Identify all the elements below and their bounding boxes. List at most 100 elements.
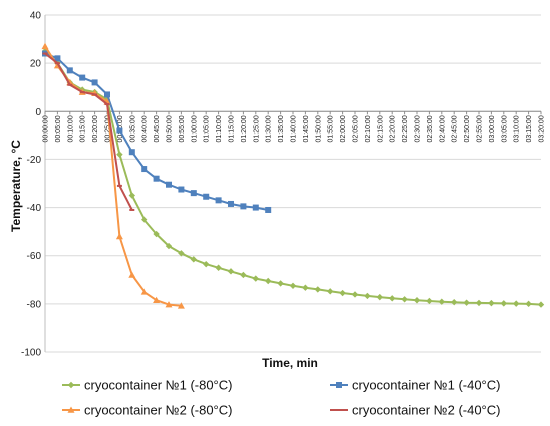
data-point (426, 297, 433, 305)
data-point (389, 295, 396, 302)
data-point (500, 300, 507, 307)
data-point (165, 242, 173, 250)
data-point (190, 256, 197, 263)
x-tick-label: 00:40:00 (142, 115, 149, 142)
data-point (153, 175, 160, 182)
data-point (252, 204, 259, 211)
x-tick-label: 01:45:00 (303, 115, 310, 142)
y-tick-label: -60 (27, 251, 42, 262)
y-axis-title: Temperature, °C (9, 140, 23, 232)
legend-swatch-marker (336, 382, 342, 388)
data-point (227, 268, 235, 275)
data-point (41, 42, 49, 50)
series-4 (42, 52, 135, 211)
x-tick-label: 00:10:00 (67, 115, 74, 142)
data-point (104, 91, 110, 98)
data-point (178, 186, 185, 193)
x-tick-label: 02:40:00 (439, 115, 446, 142)
x-tick-label: 02:05:00 (353, 115, 360, 142)
x-tick-label: 03:15:00 (526, 115, 533, 142)
data-point (513, 300, 520, 307)
data-point (128, 271, 136, 278)
data-point (190, 190, 197, 197)
legend-label: cryocontainer №2 (-80°C) (84, 403, 232, 418)
x-tick-label: 02:20:00 (390, 115, 397, 142)
data-point (203, 193, 210, 200)
data-point (376, 293, 383, 301)
data-point (203, 260, 210, 268)
x-tick-label: 01:30:00 (266, 115, 273, 142)
data-point (537, 301, 545, 308)
x-tick-label: 01:25:00 (253, 115, 260, 142)
series-2 (42, 50, 272, 213)
data-point (153, 296, 161, 304)
data-point (141, 166, 148, 173)
x-tick-label: 02:45:00 (452, 115, 459, 142)
data-point (314, 286, 321, 293)
data-point (240, 271, 247, 279)
data-point (265, 206, 272, 213)
data-point (463, 299, 470, 306)
y-axis-ticks: 40 20 0 -20 -40 -60 -80 -100 (21, 11, 41, 359)
legend-item: cryocontainer №2 (-80°C) (62, 403, 232, 418)
data-point (475, 299, 483, 307)
data-point (327, 288, 334, 295)
legend-swatch-marker (67, 381, 75, 389)
data-point (228, 200, 234, 207)
y-tick-label: 0 (35, 107, 41, 118)
y-tick-label: -40 (27, 203, 42, 214)
data-point (302, 284, 309, 291)
data-point (166, 181, 172, 188)
data-point (277, 280, 284, 287)
x-tick-label: 02:35:00 (427, 115, 434, 142)
x-tick-label: 00:00:00 (43, 115, 50, 142)
x-tick-label: 00:05:00 (55, 115, 62, 142)
legend-label: cryocontainer №1 (-40°C) (352, 378, 500, 393)
data-point (438, 298, 445, 305)
data-point (115, 232, 123, 240)
x-axis-ticks: 00:00:00 00:05:00 00:10:00 00:15:00 00:20:00… (43, 115, 546, 142)
x-tick-label: 01:40:00 (291, 115, 298, 142)
x-tick-label: 02:55:00 (477, 115, 484, 142)
y-tick-label: -80 (27, 299, 42, 310)
legend-swatch-marker (67, 406, 75, 413)
data-point (116, 127, 123, 134)
x-tick-label: 01:00:00 (191, 115, 198, 142)
y-tick-label: -100 (21, 348, 41, 359)
data-point (401, 296, 408, 303)
data-point (339, 289, 346, 297)
data-point (215, 264, 222, 271)
x-tick-label: 00:25:00 (105, 115, 112, 142)
data-point (488, 299, 495, 307)
data-point (265, 277, 272, 285)
legend-item: cryocontainer №1 (-40°C) (330, 378, 500, 393)
data-point (252, 275, 259, 282)
data-point (240, 203, 247, 210)
legend-item: cryocontainer №2 (-40°C) (330, 403, 500, 418)
y-tick-label: -20 (27, 155, 42, 166)
x-tick-label: 03:00:00 (489, 115, 496, 142)
y-tick-label: 20 (30, 59, 42, 70)
x-tick-label: 01:20:00 (241, 115, 248, 142)
data-point (351, 291, 359, 298)
x-tick-label: 02:00:00 (340, 115, 347, 142)
data-point (364, 292, 371, 300)
y-tick-label: 40 (30, 11, 42, 22)
x-tick-label: 00:45:00 (154, 115, 161, 142)
data-point (451, 298, 458, 306)
data-point (141, 216, 148, 223)
x-tick-label: 01:55:00 (328, 115, 335, 142)
x-tick-label: 01:50:00 (315, 115, 322, 142)
x-tick-label: 03:10:00 (514, 115, 521, 142)
data-point (165, 301, 173, 308)
data-point (91, 79, 98, 86)
data-point (54, 55, 61, 62)
x-tick-label: 01:05:00 (204, 115, 211, 142)
x-tick-label: 00:35:00 (129, 115, 136, 142)
series-layer (41, 42, 545, 309)
x-tick-label: 00:55:00 (179, 115, 186, 142)
x-tick-label: 02:25:00 (402, 115, 409, 142)
x-tick-label: 00:20:00 (92, 115, 99, 142)
